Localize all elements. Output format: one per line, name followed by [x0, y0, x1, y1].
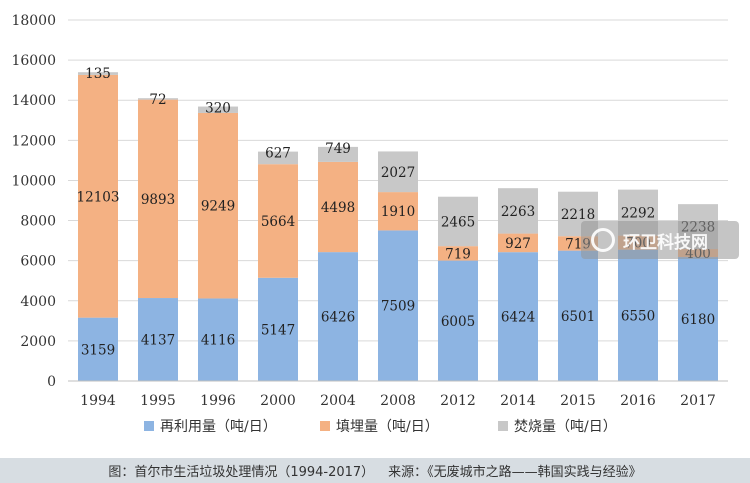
- data-label: 6424: [501, 310, 535, 326]
- data-label: 7509: [381, 299, 415, 315]
- data-label: 2218: [561, 207, 595, 223]
- y-tick-label: 18000: [11, 13, 56, 29]
- data-label: 2292: [621, 206, 655, 222]
- data-label: 4116: [201, 333, 235, 349]
- data-label: 927: [505, 236, 531, 252]
- bar-segment: [78, 74, 118, 318]
- x-tick-label: 2014: [500, 393, 536, 409]
- x-tick-label: 1996: [200, 393, 236, 409]
- legend-swatch: [498, 421, 508, 431]
- caption-bar: 图：首尔市生活垃圾处理情况（1994-2017） 来源：《无废城市之路——韩国实…: [0, 458, 750, 483]
- data-label: 12103: [77, 189, 120, 205]
- data-label: 6180: [681, 312, 715, 328]
- y-tick-label: 6000: [20, 254, 56, 270]
- data-label: 9249: [201, 199, 235, 215]
- data-label: 4498: [321, 200, 355, 216]
- bar-segment: [438, 260, 478, 381]
- y-tick-label: 16000: [11, 53, 56, 69]
- data-label: 5664: [261, 214, 295, 230]
- x-tick-label: 2000: [260, 393, 296, 409]
- bar-segment: [258, 151, 298, 165]
- x-tick-label: 2017: [680, 393, 716, 409]
- bar-segment: [258, 277, 298, 381]
- bar-segment: [498, 188, 538, 234]
- y-tick-label: 4000: [20, 294, 56, 310]
- x-tick-label: 1995: [140, 393, 176, 409]
- data-label: 5147: [261, 322, 295, 338]
- legend-swatch: [320, 421, 330, 431]
- y-tick-label: 14000: [11, 93, 56, 109]
- legend-label: 焚烧量（吨/日）: [514, 419, 617, 435]
- legend-swatch: [144, 421, 154, 431]
- x-tick-label: 1994: [80, 393, 116, 409]
- bar-segment: [318, 146, 358, 162]
- data-label: 2027: [381, 165, 415, 181]
- bar-segment: [378, 192, 418, 231]
- bar-segment: [138, 99, 178, 299]
- y-tick-label: 2000: [20, 334, 56, 350]
- bar-segment: [198, 298, 238, 381]
- chart-area: 0 2000 4000 6000 8000 10000 12000 14000 16000 180…: [11, 13, 728, 435]
- x-tick-label: 2015: [560, 393, 596, 409]
- x-tick-label: 2012: [440, 393, 476, 409]
- bar-segment: [198, 106, 238, 113]
- data-label: 6005: [441, 314, 475, 330]
- data-label: 320: [205, 101, 231, 117]
- bar-segment: [318, 252, 358, 381]
- x-tick-label: 2008: [380, 393, 416, 409]
- legend-label: 再利用量（吨/日）: [160, 419, 277, 435]
- data-label: 4137: [141, 333, 175, 349]
- data-label: 6501: [561, 309, 595, 325]
- watermark-logo-icon: [591, 228, 615, 252]
- data-label: 1910: [381, 204, 415, 220]
- data-label: 2263: [501, 204, 535, 220]
- caption-source: 来源：《无废城市之路——韩国实践与经验》: [388, 465, 642, 480]
- y-tick-label: 0: [47, 374, 56, 390]
- data-label: 72: [149, 92, 166, 108]
- legend-label: 填埋量（吨/日）: [336, 419, 439, 435]
- bar-segment: [258, 164, 298, 278]
- bar-segment: [198, 112, 238, 299]
- bar-segment: [438, 196, 478, 247]
- bar-segment: [378, 230, 418, 381]
- stacked-bar-chart: 0 2000 4000 6000 8000 10000 12000 14000 16000 180…: [11, 13, 728, 435]
- bar-segment: [378, 151, 418, 193]
- data-label: 719: [445, 246, 471, 262]
- bar-segment: [318, 161, 358, 253]
- caption-title: 图：首尔市生活垃圾处理情况（1994-2017）: [108, 465, 375, 480]
- y-tick-label: 8000: [20, 214, 56, 230]
- data-label: 6550: [621, 308, 655, 324]
- watermark-text: 环卫科技网: [623, 232, 708, 253]
- bar-segment: [78, 72, 118, 75]
- data-label: 135: [85, 66, 111, 82]
- bar-segment: [678, 257, 718, 381]
- bar-segment: [138, 298, 178, 381]
- data-label: 6426: [321, 310, 355, 326]
- bar-segment: [498, 233, 538, 253]
- bar-segment: [138, 98, 178, 100]
- x-tick-label: 2004: [320, 393, 356, 409]
- bar-segment: [78, 317, 118, 381]
- data-label: 2465: [441, 214, 475, 230]
- bar-segment: [498, 252, 538, 381]
- bar-segment: [618, 249, 658, 381]
- data-label: 749: [325, 141, 351, 157]
- data-label: 627: [265, 146, 291, 162]
- x-tick-label: 2016: [620, 393, 656, 409]
- y-tick-label: 10000: [11, 173, 56, 189]
- data-label: 3159: [81, 342, 115, 358]
- bar-segment: [558, 250, 598, 381]
- bar-segment: [438, 246, 478, 261]
- y-tick-label: 12000: [11, 133, 56, 149]
- data-label: 9893: [141, 192, 175, 208]
- watermark: 环卫科技网: [581, 221, 739, 259]
